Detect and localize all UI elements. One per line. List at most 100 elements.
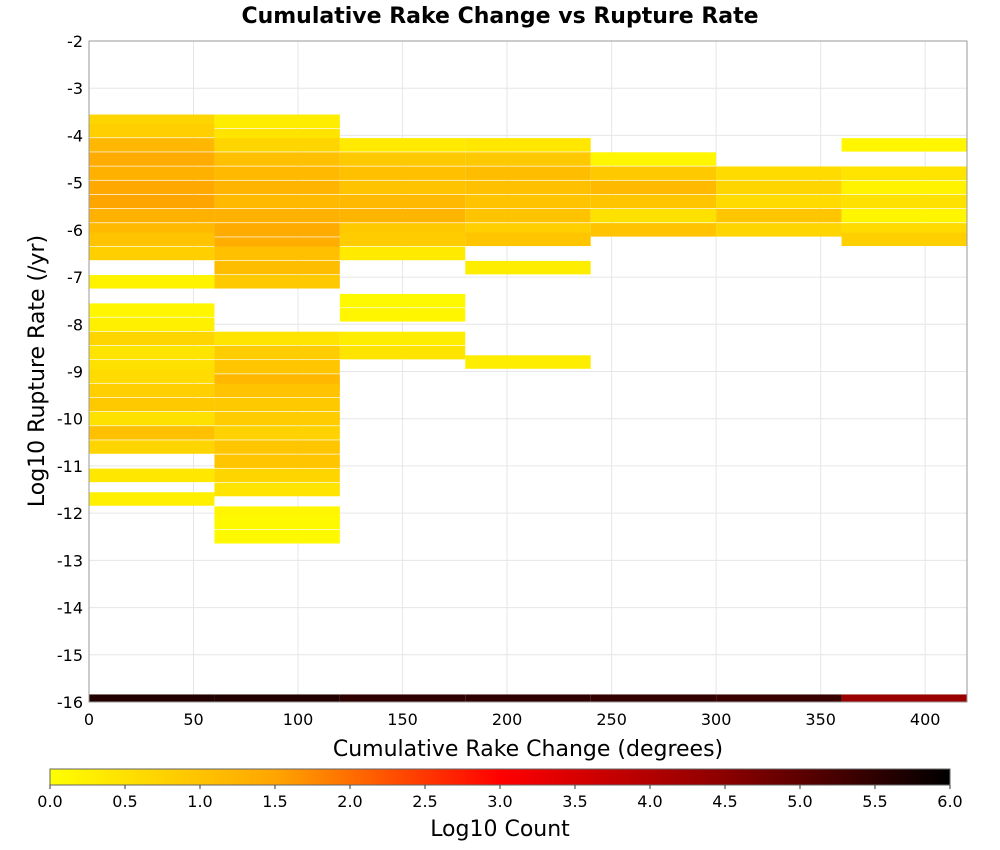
x-tick-label: 200: [492, 710, 523, 729]
y-tick-label: -5: [67, 174, 83, 193]
heatmap-cell: [716, 223, 842, 237]
heatmap-cell: [841, 180, 967, 195]
heatmap-cell: [339, 308, 466, 322]
x-tick-label: 150: [387, 710, 418, 729]
y-tick-label: -12: [57, 504, 83, 523]
x-tick-label: 0: [84, 710, 94, 729]
heatmap-cell: [89, 383, 215, 398]
heatmap-cell: [89, 317, 215, 332]
heatmap-cell: [89, 152, 215, 166]
heatmap-cell: [214, 208, 340, 223]
heatmap-cell: [339, 331, 466, 346]
heatmap-cell: [214, 426, 340, 440]
heatmap-cell: [465, 194, 591, 209]
heatmap-cell: [841, 138, 967, 152]
y-axis-ticks: -2 -3 -4 -5 -6 -7 -8 -9 -10 -11 -12 -13 -14 -15 -16: [57, 32, 83, 712]
heatmap-cell: [214, 360, 340, 374]
colorbar-label: Log10 Count: [430, 817, 570, 842]
heatmap-cell: [214, 482, 340, 497]
x-tick-label: 300: [701, 710, 732, 729]
heatmap-cell: [339, 138, 466, 152]
x-axis-label: Cumulative Rake Change (degrees): [333, 737, 723, 762]
heatmap-cell: [214, 275, 340, 289]
heatmap-cell: [590, 152, 717, 166]
heatmap-cell: [214, 194, 340, 209]
colorbar: [49, 768, 951, 786]
heatmap-cell: [89, 411, 215, 426]
colorbar-ticks: 0.0 0.5 1.0 1.5 2.0 2.5 3.0 3.5 4.0 4.5 5.0 5.5 6.0: [37, 785, 963, 811]
y-tick-label: -14: [57, 599, 83, 618]
heatmap-cell: [89, 369, 215, 383]
colorbar-tick-label: 2.0: [337, 792, 362, 811]
heatmap-cell: [465, 208, 591, 223]
heatmap-cell: [339, 166, 466, 180]
heatmap-cell: [214, 223, 340, 237]
heatmap-cell: [89, 123, 215, 138]
heatmap-cell: [214, 397, 340, 412]
heatmap-cell: [339, 345, 466, 360]
heatmap-cell: [590, 166, 717, 180]
heatmap-cell: [214, 515, 340, 530]
heatmap-floor-cell: [841, 694, 967, 702]
heatmap-cell: [89, 275, 215, 289]
heatmap-cell: [214, 468, 340, 483]
heatmap-cell: [841, 166, 967, 180]
colorbar-tick-label: 4.0: [637, 792, 662, 811]
y-tick-label: -3: [67, 79, 83, 98]
heatmap-cell: [716, 180, 842, 195]
heatmap-cell: [590, 194, 717, 209]
heatmap-cell: [465, 180, 591, 195]
y-tick-label: -2: [67, 32, 83, 51]
heatmap-cell: [339, 194, 466, 209]
colorbar-tick-label: 1.0: [187, 792, 212, 811]
heatmap-cell: [716, 208, 842, 223]
colorbar-tick-label: 1.5: [262, 792, 287, 811]
colorbar-tick-label: 5.5: [862, 792, 887, 811]
x-axis-ticks: 0 50 100 150 200 250 300 350 400: [84, 710, 941, 729]
heatmap-cell: [339, 180, 466, 195]
heatmap-cell: [590, 223, 717, 237]
heatmap-cell: [465, 260, 591, 275]
heatmap-cell: [214, 440, 340, 454]
heatmap-cell: [214, 383, 340, 398]
heatmap-cell: [339, 293, 466, 308]
x-tick-label: 400: [910, 710, 941, 729]
heatmap-floor-cell: [716, 694, 842, 702]
heatmap-cell: [339, 208, 466, 223]
heatmap-cell: [841, 194, 967, 209]
heatmap-cell: [214, 138, 340, 152]
heatmap-cell: [465, 355, 591, 369]
colorbar-tick-label: 6.0: [937, 792, 962, 811]
heatmap-cell: [465, 152, 591, 166]
heatmap-cell: [841, 232, 967, 247]
heatmap-cell: [89, 208, 215, 223]
heatmap-cell: [716, 194, 842, 209]
heatmap-cells: [89, 114, 967, 702]
heatmap-cell: [89, 397, 215, 412]
heatmap-cell: [465, 166, 591, 180]
y-tick-label: -7: [67, 268, 83, 287]
heatmap-cell: [214, 260, 340, 275]
heatmap-cell: [214, 454, 340, 468]
colorbar-tick-label: 0.0: [37, 792, 62, 811]
heatmap-cell: [89, 426, 215, 440]
y-tick-label: -6: [67, 221, 83, 240]
y-tick-label: -13: [57, 551, 83, 570]
heatmap-cell: [89, 331, 215, 346]
heatmap-cell: [214, 411, 340, 426]
y-tick-label: -8: [67, 315, 83, 334]
heatmap-cell: [339, 232, 466, 247]
colorbar-tick-label: 2.5: [412, 792, 437, 811]
heatmap-cell: [89, 345, 215, 360]
colorbar-tick-label: 5.0: [787, 792, 812, 811]
heatmap-cell: [89, 166, 215, 180]
y-tick-label: -9: [67, 363, 83, 382]
heatmap-cell: [716, 166, 842, 180]
heatmap-cell: [590, 208, 717, 223]
heatmap-cell: [89, 138, 215, 152]
colorbar-tick-label: 4.5: [712, 792, 737, 811]
colorbar-tick-label: 0.5: [112, 792, 137, 811]
heatmap-cell: [214, 152, 340, 166]
heatmap-cell: [89, 440, 215, 454]
heatmap-cell: [89, 303, 215, 317]
